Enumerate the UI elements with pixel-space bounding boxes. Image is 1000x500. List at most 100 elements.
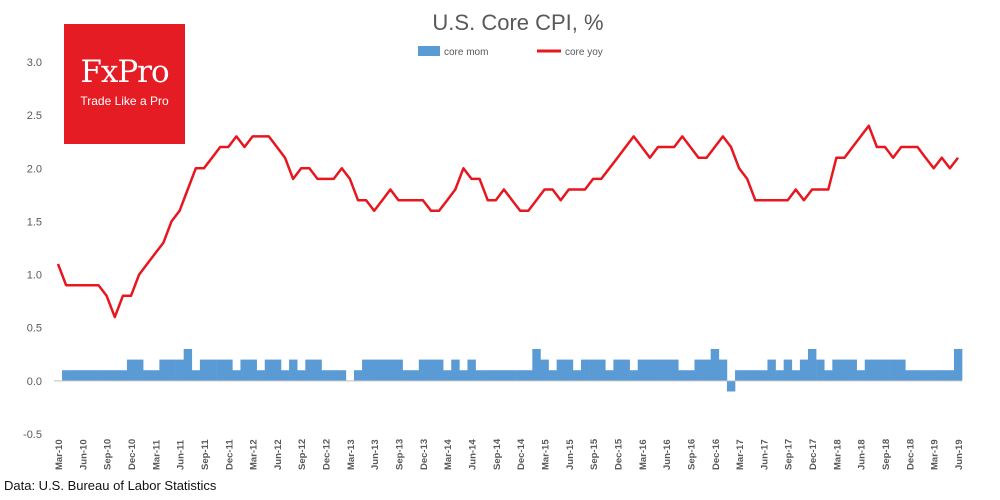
core-mom-bar xyxy=(353,370,363,381)
x-axis: Mar-10 Jun-10 Sep-10 Dec-10 Mar-11 Jun-11 Sep-… xyxy=(54,438,965,470)
x-tick-label: Mar-13 xyxy=(346,439,357,470)
core-yoy-line-group xyxy=(56,124,959,319)
core-mom-bar xyxy=(402,370,412,381)
core-mom-bar xyxy=(183,348,193,381)
core-mom-bar xyxy=(94,370,103,381)
x-tick-label: Dec-18 xyxy=(905,439,916,470)
core-mom-bar xyxy=(945,370,955,381)
core-mom-bar xyxy=(167,359,176,381)
y-tick-label: 3.0 xyxy=(27,57,42,69)
core-mom-bar xyxy=(305,359,314,381)
x-tick-label: Jun-10 xyxy=(78,439,89,470)
core-mom-bar xyxy=(889,359,898,381)
x-tick-label: Dec-16 xyxy=(711,439,722,470)
x-tick-label: Jun-19 xyxy=(954,439,965,470)
core-mom-bar xyxy=(880,359,890,381)
y-axis: -0.5 0.0 0.5 1.0 1.5 2.0 2.5 3.0 xyxy=(23,57,42,441)
core-mom-bar xyxy=(548,370,557,381)
core-mom-bar xyxy=(783,359,793,381)
core-mom-bar xyxy=(929,370,939,381)
core-mom-bar xyxy=(78,370,87,381)
x-tick-label: Mar-10 xyxy=(54,439,65,470)
core-mom-bars xyxy=(54,348,963,392)
core-mom-bar xyxy=(386,359,395,381)
core-mom-bar xyxy=(872,359,882,381)
x-tick-label: Jun-12 xyxy=(273,439,284,470)
core-mom-bar xyxy=(532,348,541,381)
core-mom-bar xyxy=(443,370,452,381)
core-mom-bar xyxy=(848,359,857,381)
core-mom-bar xyxy=(451,359,460,381)
core-mom-bar xyxy=(759,370,768,381)
x-tick-label: Sep-16 xyxy=(686,439,697,470)
core-mom-bar xyxy=(726,380,736,392)
core-mom-bar xyxy=(702,359,712,381)
core-mom-bar xyxy=(508,370,517,381)
core-mom-bar xyxy=(329,370,339,381)
data-source-note: Data: U.S. Bureau of Labor Statistics xyxy=(4,478,217,493)
core-mom-bar xyxy=(751,370,760,381)
core-mom-bar xyxy=(410,370,420,381)
core-mom-bar xyxy=(597,359,606,381)
core-mom-bar xyxy=(670,359,679,381)
core-mom-bar xyxy=(694,359,703,381)
core-mom-bar xyxy=(86,370,95,381)
core-mom-bar xyxy=(556,359,566,381)
logo-tagline: Trade Like a Pro xyxy=(80,94,169,108)
core-mom-bar xyxy=(856,370,866,381)
core-mom-bar xyxy=(743,370,752,381)
core-mom-bar xyxy=(645,359,655,381)
core-mom-bar xyxy=(589,359,598,381)
y-tick-label: 1.5 xyxy=(27,216,42,228)
y-tick-label: 0.5 xyxy=(27,323,42,335)
core-mom-bar xyxy=(151,370,160,381)
x-tick-label: Dec-10 xyxy=(127,439,138,470)
core-mom-bar xyxy=(475,370,484,381)
fxpro-logo: FxPro Trade Like a Pro xyxy=(64,24,185,144)
y-tick-label: 0.0 xyxy=(27,376,42,388)
core-mom-bar xyxy=(905,370,914,381)
core-mom-bar xyxy=(70,370,79,381)
core-mom-bar xyxy=(216,359,225,381)
core-mom-bar xyxy=(264,359,274,381)
core-mom-bar xyxy=(718,359,728,381)
core-mom-bar xyxy=(605,370,614,381)
core-mom-bar xyxy=(435,359,444,381)
core-mom-bar xyxy=(621,359,630,381)
core-mom-bar xyxy=(767,359,776,381)
core-mom-bar xyxy=(710,348,720,381)
core-mom-bar xyxy=(816,359,825,381)
x-tick-label: Dec-14 xyxy=(516,438,527,470)
core-mom-bar xyxy=(321,370,330,381)
core-mom-bar xyxy=(629,370,639,381)
x-tick-label: Jun-14 xyxy=(468,439,479,470)
core-mom-bar xyxy=(418,359,428,381)
core-mom-bar xyxy=(110,370,120,381)
core-mom-bar xyxy=(937,370,947,381)
core-mom-bar xyxy=(297,370,306,381)
x-tick-label: Jun-15 xyxy=(565,439,576,470)
x-tick-label: Jun-17 xyxy=(759,439,770,470)
core-mom-bar xyxy=(824,370,833,381)
core-mom-bar xyxy=(248,359,257,381)
x-tick-label: Mar-14 xyxy=(443,439,454,470)
core-mom-bar xyxy=(913,370,922,381)
core-mom-bar xyxy=(897,359,906,381)
core-mom-bar xyxy=(483,370,493,381)
x-tick-label: Sep-11 xyxy=(200,439,211,470)
core-mom-bar xyxy=(135,359,144,381)
core-mom-bar xyxy=(313,359,322,381)
core-mom-bar xyxy=(686,370,695,381)
x-tick-label: Jun-11 xyxy=(176,439,187,470)
core-mom-bar xyxy=(256,370,266,381)
core-mom-bar xyxy=(378,359,387,381)
logo-name: FxPro xyxy=(80,54,169,90)
core-mom-bar xyxy=(272,359,282,381)
x-tick-label: Sep-10 xyxy=(103,439,114,470)
core-yoy-line xyxy=(56,124,959,319)
legend: core mom core yoy xyxy=(418,46,603,58)
x-tick-label: Sep-15 xyxy=(589,438,600,470)
x-tick-label: Dec-13 xyxy=(419,439,430,470)
x-tick-label: Mar-18 xyxy=(832,439,843,470)
